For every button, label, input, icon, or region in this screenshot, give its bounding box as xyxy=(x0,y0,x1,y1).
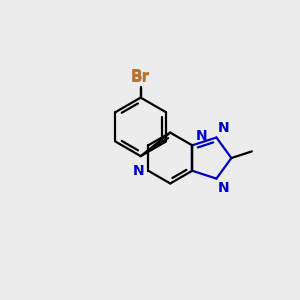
Text: N: N xyxy=(133,164,144,178)
Text: N: N xyxy=(218,181,230,195)
Text: Br: Br xyxy=(131,70,150,85)
Text: N: N xyxy=(195,129,207,143)
Text: Br: Br xyxy=(131,69,150,84)
Text: N: N xyxy=(218,121,230,135)
